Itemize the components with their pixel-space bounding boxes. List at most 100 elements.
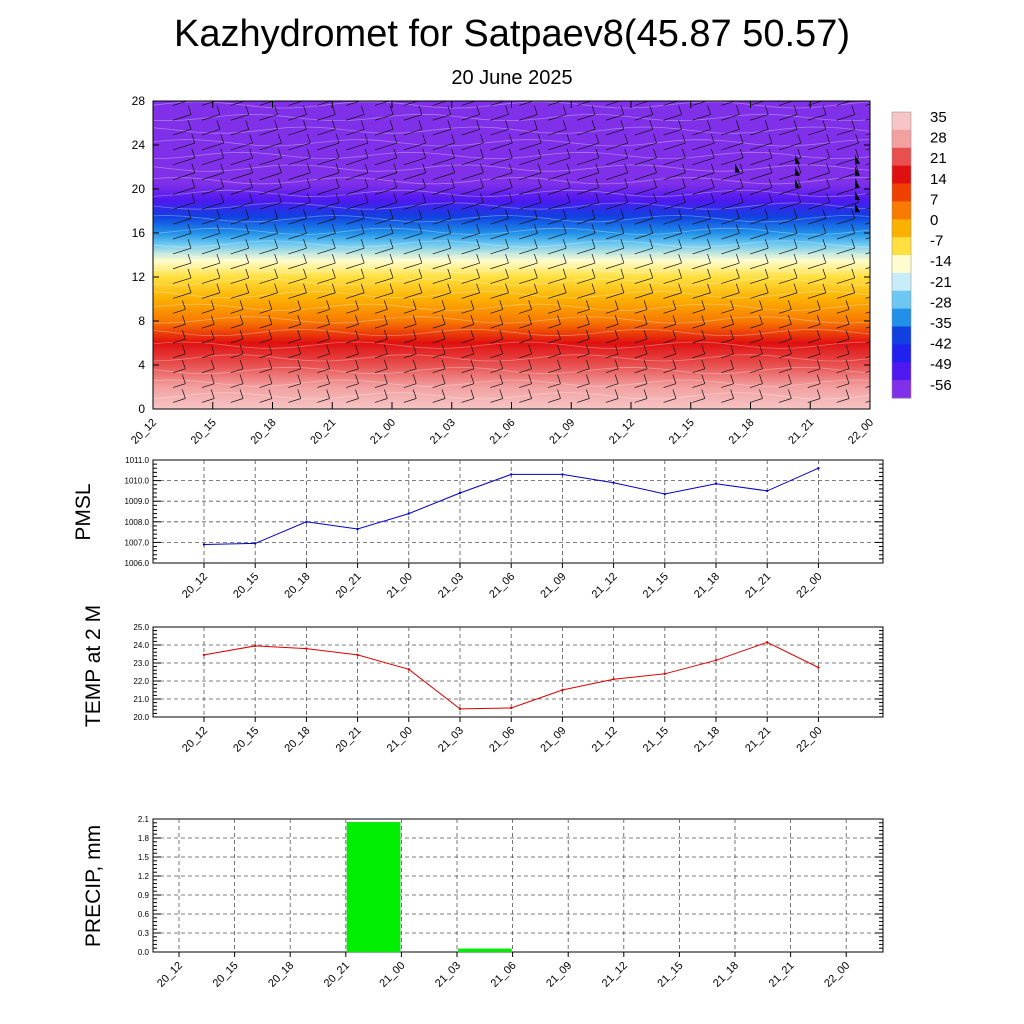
wind-barb-flag xyxy=(797,148,802,159)
wind-barb xyxy=(663,247,682,255)
wind-barb xyxy=(230,323,244,329)
wind-barb xyxy=(230,114,249,121)
wind-barb xyxy=(346,172,369,180)
wind-barb-flag xyxy=(788,374,792,384)
wind-barb-flag xyxy=(797,193,802,203)
wind-barb-flag xyxy=(412,344,417,355)
wind-barb-flag xyxy=(274,224,278,234)
wind-barb-flag xyxy=(360,224,365,234)
wind-barb-flag xyxy=(393,133,398,144)
wind-barb-flag xyxy=(412,359,417,369)
cross-ytick-label: 4 xyxy=(138,358,145,372)
wind-barb xyxy=(461,353,475,359)
wind-barb xyxy=(778,262,798,270)
wind-barb xyxy=(374,247,394,255)
wind-barb-flag xyxy=(505,268,509,279)
pmsl-chart: PMSL 1006.0 1007.0 1008.0 1009.0 1010.0 1011.… xyxy=(72,456,884,600)
wind-barb xyxy=(634,187,657,195)
wind-barb xyxy=(317,233,336,240)
wind-barb xyxy=(259,218,278,225)
wind-barb xyxy=(230,172,253,180)
wind-barb xyxy=(374,309,388,314)
wind-barb-flag xyxy=(557,315,561,325)
wind-barb-flag xyxy=(297,389,302,399)
temp-xtick-label: 21_09 xyxy=(538,725,568,755)
wind-barb xyxy=(807,129,827,136)
precip-xtick-label: 21_09 xyxy=(544,960,574,990)
wind-barb-flag xyxy=(682,148,686,159)
wind-barb-flag xyxy=(477,91,480,100)
wind-barb-flag xyxy=(710,133,715,144)
wind-barb-flag xyxy=(418,239,423,249)
wind-barb xyxy=(317,323,330,329)
wind-barb xyxy=(721,292,740,299)
wind-barb xyxy=(807,323,821,329)
wind-barb xyxy=(836,309,850,314)
wind-barb xyxy=(172,383,186,388)
wind-barb xyxy=(605,292,625,299)
wind-barb-flag xyxy=(268,300,273,310)
wind-barb-flag xyxy=(614,344,619,355)
wind-barb xyxy=(288,323,301,329)
wind-barb xyxy=(432,309,446,314)
wind-barb xyxy=(750,262,769,270)
wind-barb xyxy=(548,353,561,359)
wind-barb-flag xyxy=(586,359,590,369)
wind-barb-flag xyxy=(297,374,302,384)
wind-barb-flag xyxy=(528,389,532,399)
temp-xtick-label: 21_15 xyxy=(641,725,671,755)
pmsl-point xyxy=(254,542,257,545)
wind-barb xyxy=(490,129,509,136)
wind-barb-flag xyxy=(278,133,282,144)
cross-xtick-label: 21_12 xyxy=(607,417,637,447)
wind-barb-flag xyxy=(620,253,625,264)
temp-point xyxy=(612,678,615,681)
wind-barb xyxy=(548,292,567,299)
pmsl-xtick-label: 21_06 xyxy=(487,571,517,600)
wind-barb xyxy=(519,338,532,344)
wind-barb-flag xyxy=(499,329,504,340)
wind-barb xyxy=(374,398,388,403)
wind-barb xyxy=(576,157,599,166)
wind-barb xyxy=(778,129,798,136)
wind-barb xyxy=(259,142,282,151)
wind-barb xyxy=(346,353,359,359)
wind-barb xyxy=(432,292,451,299)
wind-barb xyxy=(490,398,503,403)
wind-barb-flag xyxy=(360,283,365,293)
wind-barb-flag xyxy=(643,329,648,340)
wind-barb xyxy=(259,353,273,359)
wind-barb xyxy=(807,142,830,151)
wind-barb xyxy=(374,262,394,270)
wind-barb-flag xyxy=(653,178,657,188)
wind-barb-flag xyxy=(624,163,629,173)
wind-barb-flag xyxy=(364,178,369,188)
wind-barb xyxy=(865,252,870,255)
wind-barb xyxy=(576,202,599,210)
wind-barb-flag xyxy=(739,193,744,203)
wind-barb-flag xyxy=(591,239,596,249)
wind-barb xyxy=(634,129,653,136)
wind-barb-flag xyxy=(303,224,307,234)
wind-barb-flag xyxy=(701,359,706,369)
wind-barb-flag xyxy=(701,315,706,325)
wind-barb xyxy=(288,187,311,195)
wind-barb xyxy=(778,323,792,329)
wind-barb-flag xyxy=(855,133,859,144)
wind-barb xyxy=(663,277,682,284)
wind-barb-flag xyxy=(448,91,451,100)
wind-barb xyxy=(605,202,628,210)
wind-barb xyxy=(403,157,426,166)
wind-barb-flag xyxy=(672,374,677,384)
wind-barb xyxy=(548,262,567,270)
wind-barb xyxy=(692,157,715,166)
wind-barb-flag xyxy=(274,268,278,279)
wind-barb-flag xyxy=(682,133,686,144)
wind-barb-flag xyxy=(360,239,365,249)
wind-barb-flag xyxy=(759,344,763,355)
wind-barb xyxy=(259,129,278,136)
wind-barb xyxy=(288,142,311,151)
wind-barb xyxy=(750,353,763,359)
wind-barb xyxy=(721,309,734,314)
wind-barb-flag xyxy=(441,389,446,399)
